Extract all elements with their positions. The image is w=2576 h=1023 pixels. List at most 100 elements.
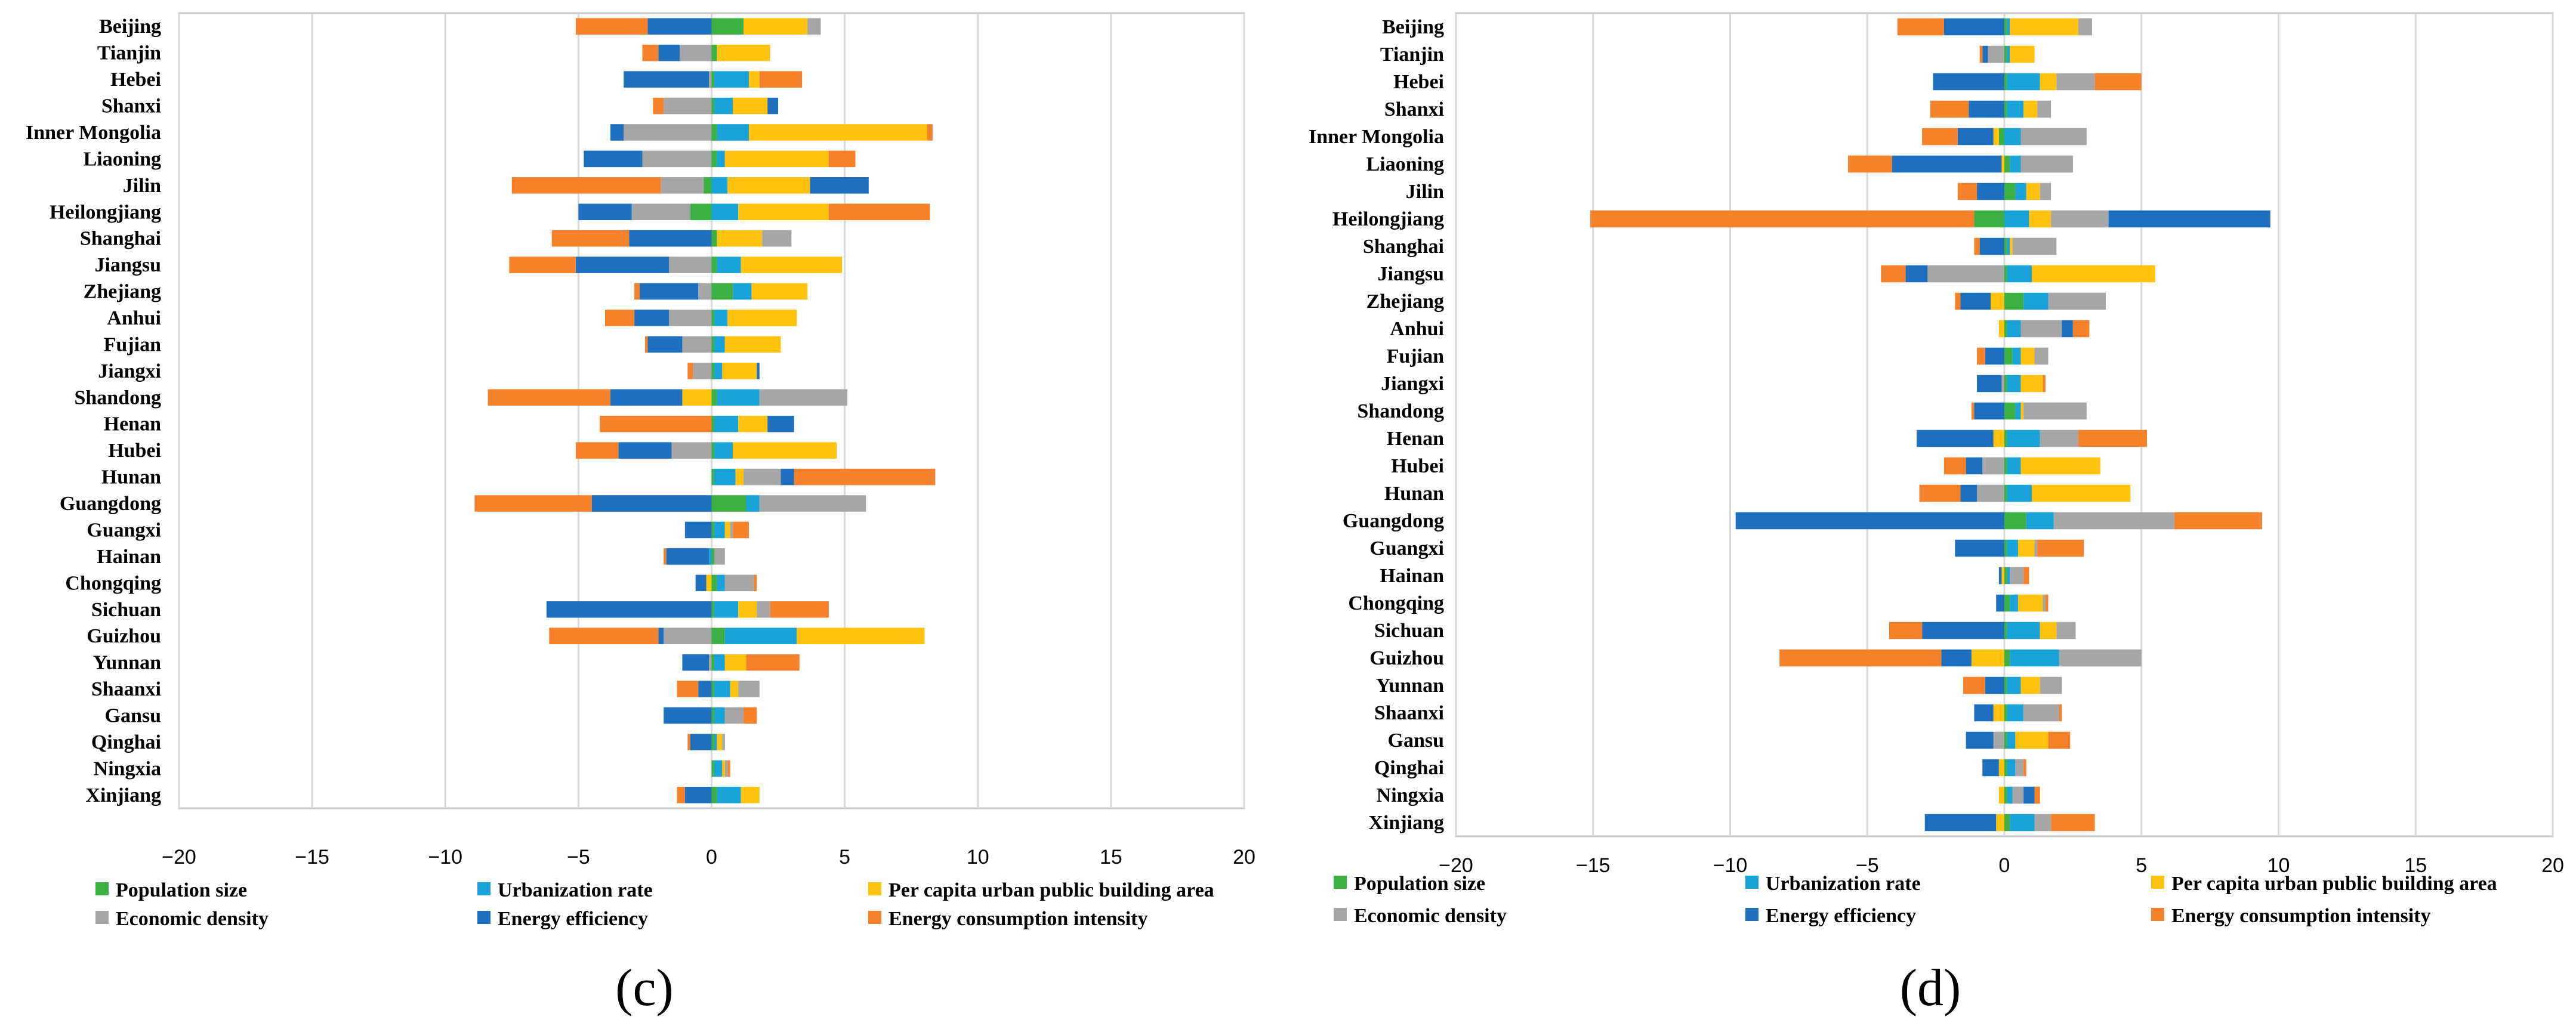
bar-energy-consumption-intensity-hubei	[575, 442, 619, 459]
bar-urbanization-rate-henan	[2007, 429, 2040, 447]
category-label: Guangdong	[60, 493, 161, 515]
x-tick-label: 15	[2404, 854, 2427, 877]
bar-economic-density-chongqing	[724, 574, 754, 592]
legend-label: Energy consumption intensity	[889, 908, 1148, 930]
bar-urbanization-rate-hunan	[714, 468, 736, 486]
bar-population-size-shaanxi	[2004, 704, 2007, 722]
bar-urbanization-rate-xinjiang	[717, 787, 741, 803]
bar-population-size-hunan	[711, 468, 714, 486]
bar-energy-efficiency-xinjiang	[1924, 814, 1997, 832]
x-tick-label: 10	[2268, 854, 2290, 877]
category-label: Shanxi	[101, 95, 161, 118]
bar-economic-density-anhui	[2020, 320, 2062, 338]
bar-per-capita-urban-public-building-area-tianjin	[717, 44, 770, 61]
category-label: Fujian	[104, 333, 161, 356]
bar-energy-consumption-intensity-hebei	[759, 71, 803, 88]
bar-energy-efficiency-guangxi	[1955, 539, 2004, 557]
bar-energy-efficiency-shaanxi	[698, 681, 712, 697]
bar-economic-density-shanghai	[2012, 237, 2057, 255]
category-label: Qinghai	[91, 731, 161, 753]
bar-urbanization-rate-shanxi	[714, 97, 733, 115]
bar-population-size-jiangsu	[711, 256, 717, 273]
bar-energy-consumption-intensity-fujian	[644, 336, 648, 353]
bar-population-size-hainan	[2004, 567, 2007, 585]
category-label: Beijing	[1382, 16, 1444, 38]
category-label: Yunnan	[93, 652, 161, 674]
bar-urbanization-rate-jilin	[2015, 183, 2026, 200]
legend-label: Energy efficiency	[1766, 905, 1916, 927]
bar-energy-efficiency-henan	[767, 415, 794, 432]
bar-population-size-jiangsu	[2004, 265, 2007, 283]
bar-urbanization-rate-hainan	[709, 548, 712, 565]
bar-economic-density-zhejiang	[2048, 292, 2106, 310]
category-label: Jilin	[123, 175, 161, 197]
bar-economic-density-hubei	[671, 442, 712, 459]
bar-population-size-guangxi	[711, 521, 714, 539]
bar-energy-efficiency-shandong	[1974, 402, 2004, 420]
x-tick-label: −20	[1439, 854, 1473, 877]
category-label: Ningxia	[1377, 784, 1444, 806]
bar-population-size-zhejiang	[2004, 292, 2024, 310]
x-tick-label: 20	[2541, 854, 2564, 877]
category-label: Heilongjiang	[1332, 208, 1444, 230]
category-label: Tianjin	[97, 42, 161, 64]
bar-energy-consumption-intensity-fujian	[1977, 347, 1985, 365]
bar-energy-consumption-intensity-zhejiang	[634, 283, 640, 300]
bar-energy-efficiency-sichuan	[546, 601, 712, 618]
bar-population-size-guangdong	[2004, 512, 2026, 530]
bar-economic-density-guangxi	[2034, 539, 2038, 557]
bar-energy-consumption-intensity-anhui	[605, 310, 635, 326]
bar-economic-density-liaoning	[642, 150, 712, 168]
bar-energy-efficiency-guangdong	[1735, 512, 2004, 530]
bar-energy-consumption-intensity-liaoning	[828, 150, 856, 168]
category-label: Xinjiang	[1368, 812, 1444, 834]
bar-economic-density-beijing	[807, 18, 821, 35]
legend-label: Population size	[116, 879, 247, 901]
bar-energy-efficiency-liaoning	[1892, 155, 2002, 173]
bar-population-size-jiangxi	[711, 363, 714, 379]
bar-per-capita-urban-public-building-area-jilin	[727, 177, 810, 194]
category-label: Xinjiang	[85, 784, 161, 806]
bar-urbanization-rate-inner-mongolia	[2004, 128, 2021, 146]
bar-population-size-henan	[2004, 429, 2007, 447]
bar-urbanization-rate-jilin	[711, 177, 728, 194]
bar-per-capita-urban-public-building-area-shandong	[682, 389, 712, 406]
bar-energy-consumption-intensity-shandong	[1971, 402, 1975, 420]
bar-economic-density-shanxi	[2037, 100, 2051, 118]
bar-economic-density-yunnan	[709, 654, 712, 671]
bar-energy-consumption-intensity-heilongjiang	[828, 203, 930, 221]
bar-energy-efficiency-jiangxi	[757, 363, 760, 379]
category-label: Shandong	[74, 387, 161, 409]
panel-label: (c)	[615, 959, 674, 1017]
bar-population-size-shanxi	[2004, 100, 2007, 118]
bar-economic-density-inner-mongolia	[2020, 128, 2087, 146]
bar-population-size-gansu	[2004, 731, 2007, 749]
bar-urbanization-rate-chongqing	[717, 574, 725, 592]
x-tick-label: −10	[1713, 854, 1748, 877]
category-label: Guangdong	[1343, 510, 1444, 532]
bar-economic-density-shanxi	[664, 97, 712, 115]
bar-energy-consumption-intensity-sichuan	[1889, 622, 1923, 639]
category-label: Jilin	[1406, 181, 1444, 203]
category-label: Yunnan	[1376, 675, 1444, 697]
bar-energy-consumption-intensity-beijing	[1897, 18, 1944, 36]
category-label: Hainan	[97, 546, 161, 568]
legend-label: Energy efficiency	[498, 908, 648, 930]
bar-energy-efficiency-hubei	[1966, 457, 1983, 475]
bar-urbanization-rate-jiangsu	[717, 256, 741, 273]
bar-per-capita-urban-public-building-area-henan	[1993, 429, 2004, 447]
bar-urbanization-rate-qinghai	[714, 734, 717, 750]
bar-population-size-qinghai	[2004, 759, 2007, 777]
bar-economic-density-sichuan	[2056, 622, 2076, 639]
category-label: Chongqing	[65, 572, 161, 594]
bar-urbanization-rate-shaanxi	[2007, 704, 2024, 722]
category-label: Zhejiang	[1366, 290, 1444, 313]
bar-population-size-gansu	[711, 707, 714, 724]
bar-per-capita-urban-public-building-area-hubei	[2020, 457, 2100, 475]
bar-energy-consumption-intensity-beijing	[575, 18, 648, 35]
bar-energy-consumption-intensity-ningxia	[727, 760, 730, 777]
bar-energy-efficiency-guangxi	[684, 521, 712, 539]
category-label: Guizhou	[87, 625, 161, 647]
category-label: Chongqing	[1348, 592, 1444, 614]
